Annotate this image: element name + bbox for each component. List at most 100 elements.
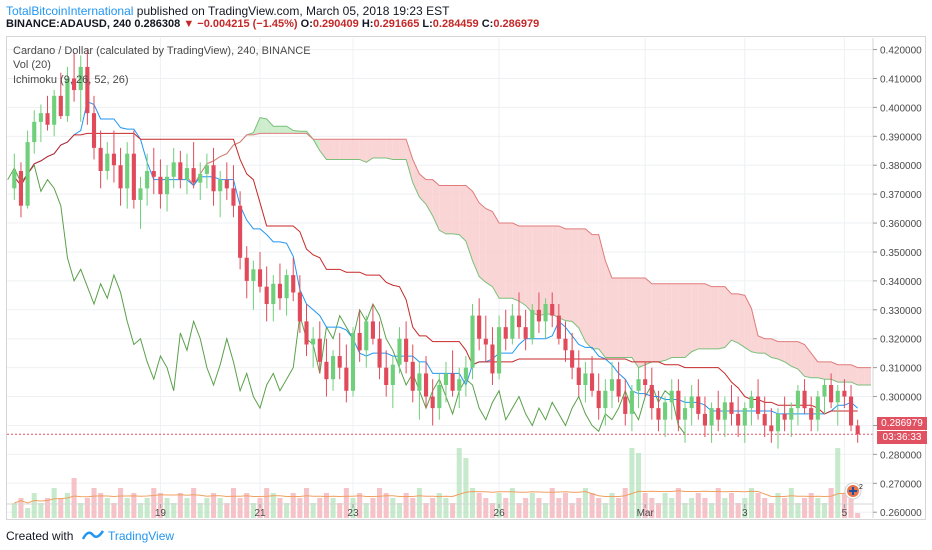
volume-bar: [835, 448, 841, 518]
candle-body: [32, 121, 37, 143]
candle-body: [556, 315, 561, 339]
volume-bar: [622, 488, 628, 518]
volume-bar: [237, 498, 243, 518]
last-price: 0.286308: [134, 18, 181, 30]
candle-body: [410, 361, 415, 391]
volume-bar: [529, 493, 535, 518]
chart-frame[interactable]: [6, 36, 926, 520]
candle-body: [702, 413, 708, 426]
candle-body: [38, 113, 43, 122]
volume-bar: [689, 498, 695, 518]
candle-body: [311, 338, 316, 345]
volume-bar: [795, 503, 801, 518]
open-label: O:: [300, 18, 313, 30]
candle-body: [609, 379, 615, 391]
candle-body: [497, 327, 502, 374]
ichimoku-cloud-segment: [691, 283, 699, 352]
volume-bar: [64, 493, 70, 518]
volume-bar: [144, 498, 150, 518]
candle-body: [842, 390, 847, 397]
candle-body: [457, 379, 462, 391]
candle-body: [244, 257, 249, 281]
y-tick-label: 0.410000: [880, 74, 922, 85]
y-tick-label: 0.300000: [880, 393, 922, 404]
candle-body: [105, 153, 110, 172]
x-tick-label: 23: [347, 508, 359, 519]
candle-body: [317, 338, 322, 362]
tradingview-brand[interactable]: TradingView: [108, 529, 175, 543]
candle-body: [682, 408, 688, 420]
volume-bar: [450, 503, 456, 518]
ichimoku-cloud-segment: [777, 341, 785, 362]
volume-bar: [284, 503, 290, 518]
ichimoku-cloud-segment: [718, 286, 725, 349]
ichimoku-cloud-segment: [631, 278, 639, 368]
volume-bar: [377, 488, 383, 518]
candle-body: [78, 66, 83, 91]
candle-body: [158, 176, 163, 195]
volume-bar: [78, 503, 84, 518]
candle-body: [536, 309, 541, 322]
volume-bar: [177, 493, 183, 518]
volume-bar: [137, 503, 144, 518]
ichimoku-cloud-segment: [824, 361, 832, 380]
candle-body: [91, 113, 97, 148]
volume-bar: [317, 498, 323, 518]
candle-body: [138, 188, 143, 200]
volume-bar: [124, 498, 130, 518]
volume-bar: [416, 488, 422, 518]
candle-body: [257, 269, 263, 287]
candle-body: [470, 315, 475, 368]
price-chart[interactable]: 0.420000 0.410000 0.400000 0.390000 0.380000…: [0, 0, 932, 520]
alerts-badge-icon[interactable]: 2: [844, 481, 864, 501]
volume-bar: [410, 498, 416, 518]
volume-bar: [782, 498, 788, 518]
candle-body: [649, 384, 654, 409]
y-tick-label: 0.420000: [880, 46, 922, 57]
ichimoku-cloud-segment: [651, 283, 659, 362]
candle-body: [596, 390, 601, 409]
last-price-tag: 0.286979: [877, 417, 927, 430]
x-tick-label: 3: [742, 508, 748, 519]
volume-bar: [748, 488, 754, 518]
ichimoku-legend: Ichimoku (9, 26, 52, 26): [13, 74, 129, 86]
volume-bar: [91, 488, 97, 518]
candle-body: [390, 364, 395, 385]
ichimoku-cloud-segment: [266, 118, 274, 134]
ichimoku-cloud-segment: [279, 126, 287, 134]
x-tick-label: 21: [254, 508, 266, 519]
ichimoku-cloud-segment: [286, 126, 294, 134]
volume-bar: [463, 458, 469, 518]
volume-bar: [549, 488, 555, 518]
volume-bar: [370, 498, 376, 518]
author-link[interactable]: TotalBitcoinInternational: [6, 4, 134, 18]
volume-bar: [217, 498, 223, 518]
candle-body: [815, 396, 820, 420]
volume-bar: [230, 488, 236, 518]
low-label: L:: [422, 18, 433, 30]
candle-body: [65, 78, 70, 117]
ichimoku-cloud-segment: [864, 367, 871, 385]
ichimoku-cloud-segment: [731, 293, 739, 344]
volume-bar: [848, 498, 854, 518]
volume-bar: [855, 513, 861, 518]
candle-body: [324, 361, 329, 380]
ichimoku-cloud-segment: [831, 361, 838, 383]
ichimoku-cloud-segment: [671, 283, 679, 358]
ichimoku-cloud-segment: [399, 139, 407, 160]
candle-body: [25, 142, 30, 206]
ichimoku-cloud-segment: [406, 139, 413, 183]
y-tick-label: 0.340000: [880, 277, 922, 288]
volume-bar: [403, 493, 409, 518]
volume-bar: [390, 498, 396, 518]
y-tick-label: 0.350000: [880, 248, 922, 259]
volume-bar: [636, 453, 642, 518]
symbol-label: BINANCE:ADAUSD, 240: [6, 18, 132, 30]
candle-body: [218, 179, 223, 192]
volume-bar: [51, 488, 57, 518]
high-label: H:: [361, 18, 374, 30]
ichimoku-cloud-segment: [738, 293, 745, 348]
ichimoku-cloud-segment: [678, 283, 686, 358]
volume-bar: [423, 503, 429, 518]
volume-bar: [58, 498, 64, 518]
